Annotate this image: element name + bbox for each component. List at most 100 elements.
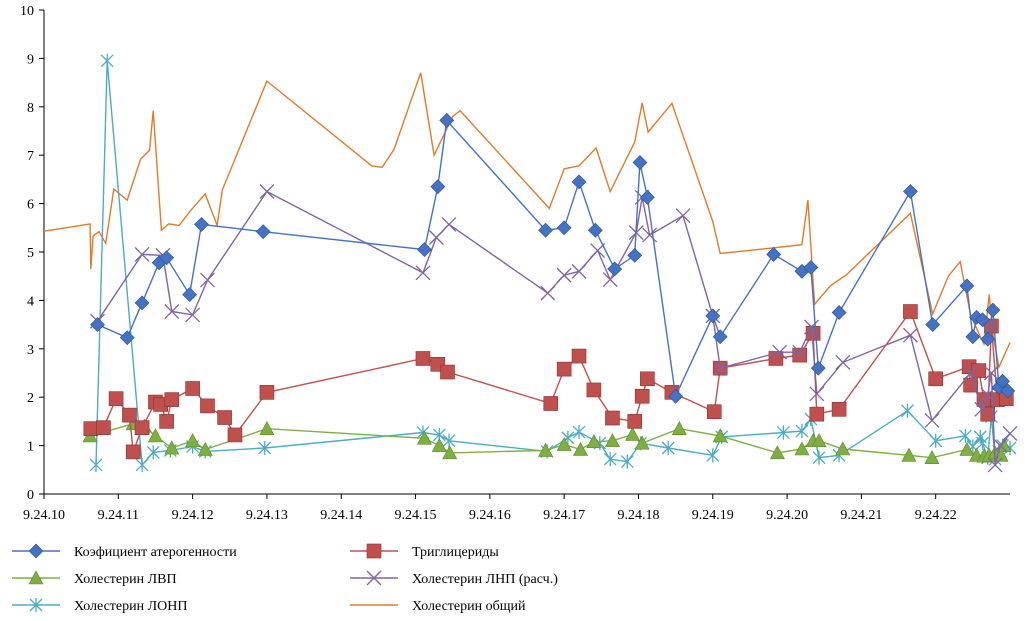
data-point xyxy=(417,242,432,258)
data-point xyxy=(258,441,272,456)
data-point xyxy=(983,365,999,381)
legend-item: Триглицериды xyxy=(350,543,499,560)
data-point xyxy=(200,272,215,288)
data-point xyxy=(976,436,989,451)
data-point xyxy=(134,420,150,435)
data-point xyxy=(675,208,691,224)
x-tick-label: 9.24.12 xyxy=(172,508,214,523)
data-point xyxy=(194,216,209,232)
data-point xyxy=(835,354,851,370)
data-point xyxy=(586,382,602,398)
data-point xyxy=(794,441,810,456)
data-point xyxy=(639,189,655,205)
legend-label: Холестерин общий xyxy=(412,599,526,614)
data-point xyxy=(958,428,972,443)
x-tick-label: 9.24.16 xyxy=(469,508,511,523)
data-point xyxy=(929,433,943,448)
data-point xyxy=(959,278,975,294)
data-point xyxy=(571,174,587,190)
data-point xyxy=(197,441,213,456)
series-5 xyxy=(90,112,1016,404)
legend-marker xyxy=(28,543,44,559)
series-3 xyxy=(83,304,1014,460)
legend-marker xyxy=(28,570,44,585)
data-point xyxy=(772,344,788,360)
data-point xyxy=(108,391,124,406)
data-point xyxy=(122,407,137,423)
x-tick-label: 9.24.21 xyxy=(840,508,882,523)
x-tick-label: 9.24.18 xyxy=(617,508,659,523)
legend-label: Триглицериды xyxy=(412,545,499,560)
data-point xyxy=(416,430,432,445)
legend-label: Холестерин ЛНП (расч.) xyxy=(412,572,558,587)
y-tick-label: 9 xyxy=(27,52,34,67)
series-layer xyxy=(43,53,1018,473)
y-tick-label: 0 xyxy=(27,488,34,503)
data-point xyxy=(182,287,198,303)
data-point xyxy=(540,285,556,301)
data-point xyxy=(259,184,275,199)
data-point xyxy=(642,227,658,243)
data-point xyxy=(980,406,996,422)
x-tick-label: 9.24.11 xyxy=(98,508,139,523)
data-point xyxy=(811,433,827,448)
data-point xyxy=(227,427,243,443)
data-point xyxy=(903,184,918,199)
data-point xyxy=(625,426,641,441)
data-point xyxy=(769,445,785,460)
y-tick-label: 6 xyxy=(27,198,34,213)
legend-item: Холестерин ЛВП xyxy=(12,570,177,587)
data-point xyxy=(556,436,572,451)
data-point xyxy=(987,457,1003,473)
data-point xyxy=(928,371,943,387)
data-point xyxy=(259,421,275,435)
data-point xyxy=(164,392,180,407)
data-point xyxy=(556,361,572,377)
y-tick-label: 5 xyxy=(27,246,34,261)
data-point xyxy=(146,445,160,460)
data-point xyxy=(835,441,851,456)
data-point xyxy=(83,421,99,436)
data-point xyxy=(768,351,784,366)
data-point xyxy=(442,445,458,460)
data-point xyxy=(812,450,826,465)
data-point xyxy=(415,265,431,281)
data-point xyxy=(571,263,587,279)
data-point xyxy=(185,381,200,396)
data-point xyxy=(900,403,914,418)
data-point xyxy=(634,388,650,404)
data-point xyxy=(792,344,808,360)
data-point xyxy=(538,442,554,457)
data-point xyxy=(556,220,572,236)
data-point xyxy=(992,438,1008,454)
data-point xyxy=(924,450,940,465)
data-point xyxy=(100,53,114,68)
data-point xyxy=(803,260,819,275)
data-point xyxy=(135,457,149,472)
data-point xyxy=(442,433,456,448)
data-point xyxy=(185,307,201,323)
data-point xyxy=(538,222,554,238)
data-point xyxy=(712,360,728,376)
data-point xyxy=(712,329,728,345)
data-point xyxy=(217,410,232,425)
data-point xyxy=(995,373,1010,389)
legend-item: Холестерин ЛОНП xyxy=(12,598,187,614)
data-point xyxy=(164,440,180,455)
data-point xyxy=(164,304,180,319)
data-point xyxy=(831,305,847,320)
data-point xyxy=(668,388,684,404)
y-tick-label: 8 xyxy=(27,101,34,116)
data-point xyxy=(603,452,617,467)
data-point xyxy=(627,247,643,263)
data-point xyxy=(792,347,808,363)
data-point xyxy=(607,261,623,277)
data-point xyxy=(430,179,446,195)
legend-item: Коэфициент атерогенности xyxy=(12,543,237,560)
x-tick-label: 9.24.14 xyxy=(320,508,362,523)
data-point xyxy=(980,331,996,347)
data-point xyxy=(159,414,174,429)
data-point xyxy=(431,437,447,452)
data-point xyxy=(985,302,1001,318)
